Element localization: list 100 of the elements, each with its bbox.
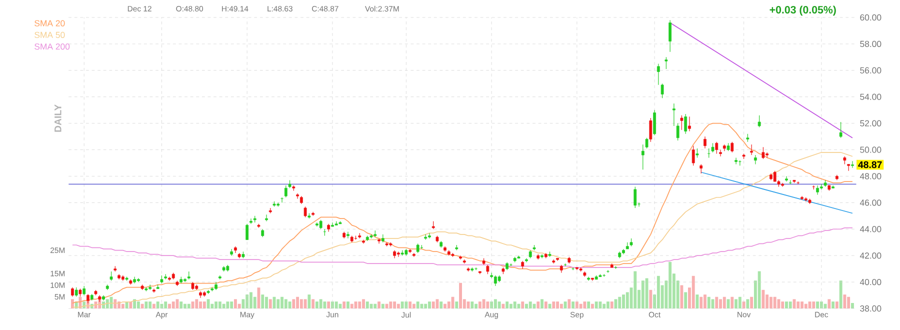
bar [722, 296, 726, 309]
bar [788, 302, 792, 309]
bar [645, 278, 648, 309]
bar [781, 302, 784, 309]
bar [180, 302, 183, 309]
bar [378, 302, 381, 309]
bar [602, 304, 606, 309]
y-tick-label: 50.00 [860, 146, 882, 153]
bar [315, 302, 318, 309]
bar [226, 302, 230, 309]
bar [832, 302, 835, 309]
bar [366, 302, 369, 309]
y-tick-label: 44.00 [860, 226, 882, 232]
candlestick [704, 136, 706, 149]
candlestick [230, 248, 234, 256]
candlestick [486, 264, 490, 274]
y-tick-label: 58.00 [860, 40, 882, 48]
bar [265, 296, 268, 309]
candlestick [700, 164, 703, 174]
bar [420, 304, 424, 309]
bar [552, 302, 556, 309]
bar [726, 299, 730, 309]
bar [296, 296, 300, 309]
bar [796, 302, 800, 309]
bar [598, 302, 602, 309]
candlestick [346, 232, 350, 239]
bar [506, 302, 509, 309]
bar [843, 294, 846, 309]
candlestick [750, 144, 753, 156]
candlestick [396, 251, 400, 258]
bar [206, 299, 210, 309]
bar [622, 294, 625, 309]
bar [847, 296, 850, 309]
candlestick [715, 142, 718, 154]
bar [292, 299, 296, 309]
bar [498, 302, 501, 309]
candlestick [606, 270, 610, 274]
candlestick [265, 214, 268, 222]
bar [440, 302, 443, 309]
bar [288, 302, 292, 309]
bar [276, 299, 280, 309]
bar [304, 299, 307, 309]
candlestick [754, 154, 757, 165]
bar [568, 299, 571, 309]
bar [758, 271, 761, 309]
bar [618, 296, 622, 309]
candlestick [645, 138, 648, 149]
bar [773, 296, 776, 309]
annotation: 48.87 [858, 161, 882, 168]
y-tick-label: 46.00 [860, 200, 882, 206]
candlestick [284, 185, 288, 198]
bar [738, 296, 742, 309]
bar [416, 302, 420, 309]
bar [746, 299, 750, 309]
bar [164, 302, 168, 309]
bar [408, 302, 412, 309]
y-tick-label: 48.00 [860, 173, 882, 180]
bar [762, 290, 765, 309]
candlestick [74, 287, 78, 297]
candlestick [634, 186, 637, 208]
bar [300, 299, 303, 309]
bar [195, 299, 198, 309]
candlestick [839, 122, 842, 138]
bar [502, 304, 505, 309]
bar [594, 302, 598, 309]
bar [338, 304, 342, 309]
bar [350, 304, 354, 309]
candlestick [296, 193, 299, 200]
bar [455, 302, 458, 309]
y-tick-label: 38.00 [860, 305, 882, 312]
candlestick [680, 115, 684, 130]
bar [560, 304, 563, 309]
bar [816, 302, 820, 309]
candlestick [688, 116, 691, 132]
text: +0.03 (0.05%) [770, 6, 836, 16]
candlestick [71, 287, 74, 297]
bar [700, 296, 703, 309]
bar [835, 302, 838, 309]
bar [486, 302, 490, 309]
bar [769, 296, 772, 309]
bar [590, 304, 594, 309]
candlestick [428, 232, 431, 239]
candlestick [246, 224, 249, 240]
candlestick [773, 170, 776, 182]
bar [334, 302, 338, 309]
bar [715, 296, 718, 309]
candlestick [762, 146, 765, 160]
text: SMA 50 [34, 32, 65, 38]
bar [222, 304, 226, 309]
bar [606, 302, 610, 309]
bar [824, 304, 827, 309]
candlestick [250, 218, 252, 224]
candlestick [730, 142, 734, 153]
bar [168, 304, 171, 309]
bar [444, 304, 446, 309]
bar [572, 302, 575, 309]
text: DAILY [54, 104, 62, 132]
bar [432, 302, 435, 309]
bar [459, 282, 462, 309]
bar [494, 299, 497, 309]
